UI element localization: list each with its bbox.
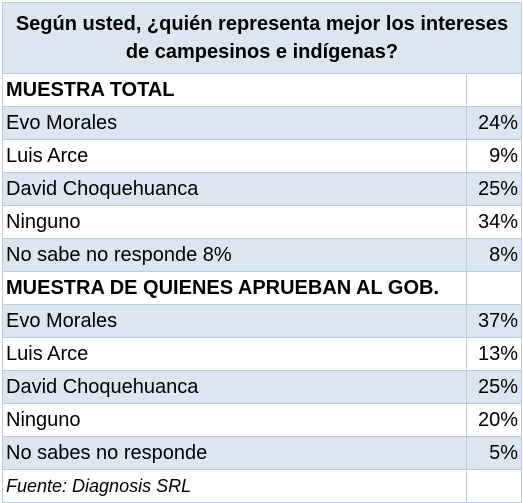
source-row: Fuente: Diagnosis SRL [2,469,522,503]
row-label: Evo Morales [2,304,467,338]
section-heading-total: MUESTRA TOTAL [2,73,467,107]
source-value-cell [465,469,522,503]
row-value: 37% [465,304,522,338]
row-label: Ninguno [2,205,467,239]
row-label: No sabes no responde [2,436,467,470]
row-value: 20% [465,403,522,437]
section-heading-value-cell [465,271,522,305]
row-value: 13% [465,337,522,371]
table-row: David Choquehuanca 25% [2,370,522,404]
table-row: No sabe no responde 8% 8% [2,238,522,272]
table-row: David Choquehuanca 25% [2,172,522,206]
table-row: Ninguno 20% [2,403,522,437]
table-row: Evo Morales 24% [2,106,522,140]
table-row: Evo Morales 37% [2,304,522,338]
row-value: 34% [465,205,522,239]
table-title-row: Según usted, ¿quién representa mejor los… [2,2,522,74]
table-row: Luis Arce 13% [2,337,522,371]
row-label: Luis Arce [2,139,467,173]
row-label: Ninguno [2,403,467,437]
section-header-row: MUESTRA DE QUIENES APRUEBAN AL GOB. [2,271,522,305]
row-value: 9% [465,139,522,173]
source-note: Fuente: Diagnosis SRL [2,469,467,503]
row-value: 8% [465,238,522,272]
section-header-row: MUESTRA TOTAL [2,73,522,107]
row-label: Evo Morales [2,106,467,140]
row-value: 25% [465,172,522,206]
row-label: Luis Arce [2,337,467,371]
row-value: 5% [465,436,522,470]
row-value: 24% [465,106,522,140]
poll-question-title: Según usted, ¿quién representa mejor los… [2,2,522,74]
table-row: No sabes no responde 5% [2,436,522,470]
section-heading-approve: MUESTRA DE QUIENES APRUEBAN AL GOB. [2,271,467,305]
row-label: No sabe no responde 8% [2,238,467,272]
row-value: 25% [465,370,522,404]
table-row: Luis Arce 9% [2,139,522,173]
row-label: David Choquehuanca [2,172,467,206]
row-label: David Choquehuanca [2,370,467,404]
table-row: Ninguno 34% [2,205,522,239]
section-heading-value-cell [465,73,522,107]
